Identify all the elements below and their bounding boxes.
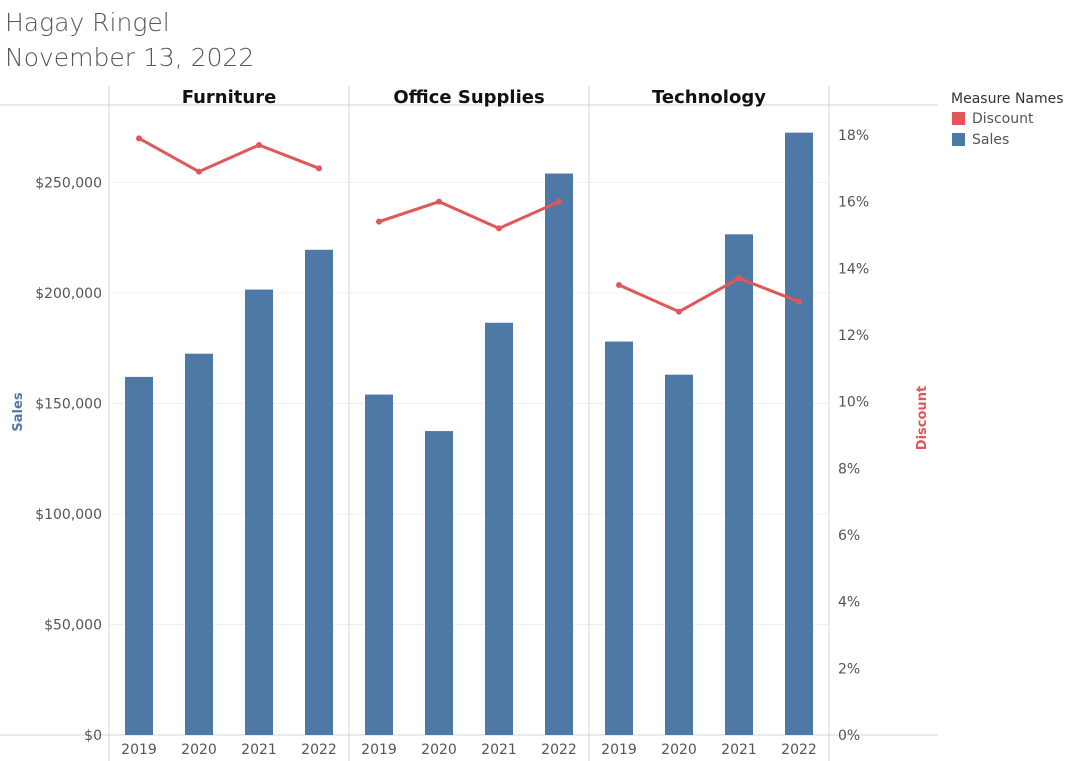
legend-swatch — [952, 133, 965, 146]
discount-point — [376, 218, 382, 225]
sales-bar — [305, 249, 333, 735]
author-title: Hagay Ringel — [5, 8, 170, 37]
y-right-tick-label: 14% — [838, 261, 869, 277]
panel-title: Furniture — [182, 87, 277, 108]
discount-line — [618, 276, 800, 314]
sales-bar — [125, 376, 153, 735]
sales-bar — [605, 341, 633, 735]
x-tick-label: 2019 — [601, 742, 637, 758]
discount-point — [616, 282, 622, 288]
y-right-tick-label: 4% — [838, 595, 860, 611]
y-left-tick-label: $0 — [84, 728, 102, 744]
discount-point — [136, 135, 142, 142]
x-tick-label: 2019 — [361, 742, 397, 758]
discount-point — [796, 298, 802, 305]
x-tick-label: 2022 — [301, 742, 337, 758]
x-tick-label: 2021 — [241, 742, 277, 758]
legend-title: Measure Names — [951, 91, 1064, 107]
y-left-tick-label: $50,000 — [44, 617, 102, 633]
y-left-axis-title: Sales — [11, 392, 26, 431]
legend-label: Discount — [972, 111, 1034, 127]
sales-bar — [365, 394, 393, 735]
panel-title: Technology — [652, 87, 766, 108]
x-tick-label: 2020 — [421, 742, 457, 758]
y-left-tick-label: $100,000 — [35, 507, 102, 523]
y-left-tick-label: $150,000 — [35, 396, 102, 412]
sales-bar — [785, 132, 813, 735]
discount-point — [256, 142, 262, 148]
y-right-tick-label: 0% — [838, 728, 860, 744]
discount-point — [436, 198, 442, 205]
y-left-tick-label: $250,000 — [35, 175, 102, 191]
x-tick-label: 2019 — [121, 742, 157, 758]
discount-point — [736, 275, 742, 282]
y-right-axis-title: Discount — [915, 386, 930, 450]
x-tick-label: 2022 — [541, 742, 577, 758]
sales-bar — [245, 289, 273, 735]
discount-point — [196, 168, 202, 175]
y-right-tick-label: 6% — [838, 528, 860, 544]
discount-point — [676, 308, 682, 315]
x-tick-label: 2021 — [481, 742, 517, 758]
y-left-tick-label: $200,000 — [35, 286, 102, 302]
sales-bar — [185, 353, 213, 735]
date-subtitle: November 13, 2022 — [5, 43, 255, 72]
sales-bar — [485, 322, 513, 735]
y-right-tick-label: 12% — [838, 328, 869, 344]
legend-label: Sales — [972, 132, 1009, 148]
x-tick-label: 2020 — [661, 742, 697, 758]
sales-bar — [425, 431, 453, 735]
x-tick-label: 2022 — [781, 742, 817, 758]
x-tick-label: 2021 — [721, 742, 757, 758]
sales-bar — [545, 173, 573, 736]
discount-point — [496, 225, 502, 232]
y-right-tick-label: 2% — [838, 661, 860, 677]
discount-line — [378, 200, 560, 230]
panel-title: Office Supplies — [393, 87, 544, 108]
y-right-tick-label: 16% — [838, 195, 869, 211]
y-right-tick-label: 18% — [838, 128, 869, 144]
x-tick-label: 2020 — [181, 742, 217, 758]
y-right-tick-label: 10% — [838, 395, 869, 411]
discount-line — [138, 137, 320, 174]
legend-swatch — [952, 112, 965, 125]
discount-point — [556, 198, 562, 205]
sales-bar — [665, 374, 693, 735]
y-right-tick-label: 8% — [838, 461, 860, 477]
discount-point — [316, 165, 322, 172]
sales-bar — [725, 234, 753, 735]
